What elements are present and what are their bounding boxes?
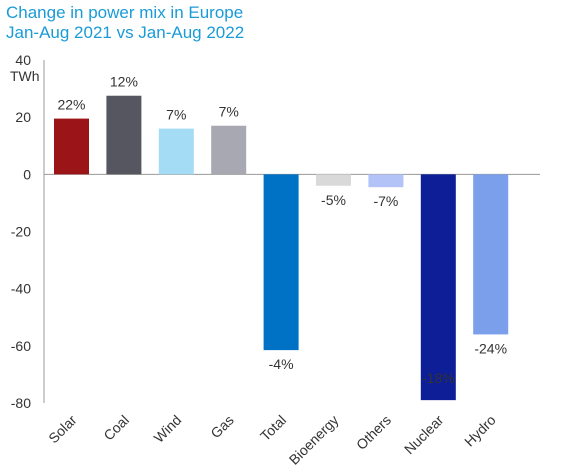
bar-total	[263, 174, 299, 351]
y-tick-label: -60	[11, 338, 31, 354]
category-label: Coal	[100, 412, 132, 444]
chart-title: Change in power mix in Europe	[6, 3, 244, 22]
bar-hydro	[473, 174, 509, 335]
bar-coal	[106, 95, 142, 175]
category-label: Bioenergy	[286, 412, 342, 468]
y-tick-label: 40	[15, 52, 31, 68]
data-label: -7%	[373, 193, 398, 209]
data-labels-layer: 22% 12% 7% 7% -4% -5% -7% -18% -24%	[57, 74, 507, 386]
y-tick-label: -40	[11, 281, 31, 297]
data-label: 22%	[57, 97, 85, 113]
y-tick-label: -20	[11, 224, 31, 240]
category-label: Solar	[45, 412, 80, 447]
data-label: 12%	[110, 74, 138, 90]
data-label: 7%	[219, 104, 239, 120]
y-tick-label: -80	[11, 395, 31, 411]
bar-wind	[158, 128, 194, 175]
data-label: -5%	[321, 192, 346, 208]
chart-title-block: Change in power mix in Europe Jan-Aug 20…	[6, 3, 244, 43]
category-label: Total	[257, 412, 289, 444]
data-label: -24%	[474, 340, 507, 356]
bar-others	[368, 174, 404, 188]
category-label: Hydro	[461, 412, 499, 450]
data-label: 7%	[166, 107, 186, 123]
data-label: -18%	[422, 370, 455, 386]
chart-subtitle: Jan-Aug 2021 vs Jan-Aug 2022	[6, 23, 245, 42]
category-label: Nuclear	[401, 412, 447, 458]
category-label: Others	[353, 412, 394, 453]
y-axis-unit-label: TWh	[10, 68, 40, 84]
category-label: Gas	[207, 412, 236, 441]
y-tick-label: 20	[15, 109, 31, 125]
category-label: Wind	[151, 412, 185, 446]
bars-layer	[54, 95, 509, 401]
bar-bioenergy	[316, 174, 351, 186]
bar-solar	[54, 118, 89, 175]
bar-nuclear	[420, 174, 456, 401]
data-label: -4%	[269, 356, 294, 372]
y-tick-label: 0	[23, 166, 31, 182]
bar-gas	[211, 125, 247, 175]
